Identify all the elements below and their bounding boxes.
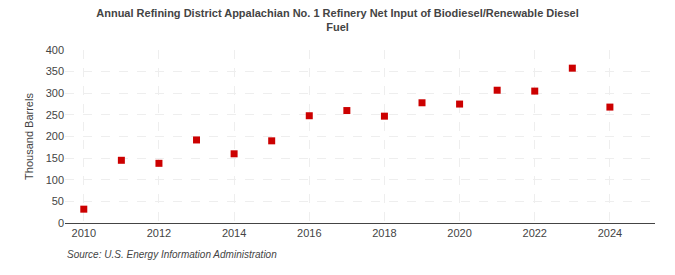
svg-text:2018: 2018 — [372, 227, 396, 239]
svg-text:0: 0 — [58, 217, 64, 229]
svg-text:400: 400 — [46, 44, 64, 56]
svg-text:2022: 2022 — [523, 227, 547, 239]
svg-text:2012: 2012 — [147, 227, 171, 239]
svg-text:Source: U.S. Energy Informatio: Source: U.S. Energy Information Administ… — [67, 249, 277, 260]
svg-text:300: 300 — [46, 87, 64, 99]
svg-text:Annual Refining District Appal: Annual Refining District Appalachian No.… — [96, 7, 578, 33]
svg-text:2020: 2020 — [447, 227, 471, 239]
svg-text:2010: 2010 — [72, 227, 96, 239]
svg-text:2016: 2016 — [297, 227, 321, 239]
svg-text:150: 150 — [46, 152, 64, 164]
svg-text:50: 50 — [52, 195, 64, 207]
svg-text:200: 200 — [46, 130, 64, 142]
svg-text:Thousand Barrels: Thousand Barrels — [23, 93, 35, 180]
svg-text:250: 250 — [46, 109, 64, 121]
svg-text:2024: 2024 — [598, 227, 622, 239]
svg-text:100: 100 — [46, 174, 64, 186]
svg-text:2014: 2014 — [222, 227, 246, 239]
svg-text:350: 350 — [46, 65, 64, 77]
